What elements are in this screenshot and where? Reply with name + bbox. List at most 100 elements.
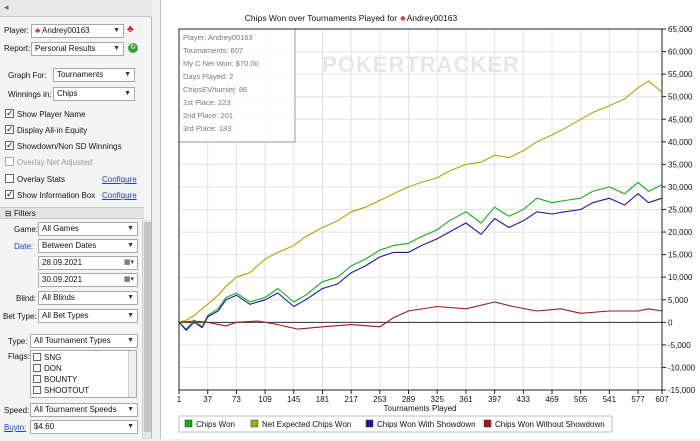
winnings-value: Chips: [57, 89, 78, 98]
overlay-stats-configure-link[interactable]: Configure: [102, 175, 137, 184]
axis-ticks: -15,000 -10,000 -5,000 0 5,000 10,000 15,000 20…: [177, 25, 696, 404]
calendar-icon[interactable]: ▦▾: [123, 259, 134, 266]
graph-for-select[interactable]: Tournaments ▼: [53, 68, 135, 82]
blind-label: Blind:: [16, 294, 37, 303]
checkbox-mark[interactable]: [5, 188, 14, 201]
buyin-label[interactable]: Buyin:: [4, 423, 27, 432]
player-select-value: Andrey00163: [42, 26, 90, 35]
display-allin-equity-checkbox[interactable]: Display All-in Equity: [5, 123, 87, 137]
report-select[interactable]: Personal Results ▼: [31, 42, 124, 56]
refresh-icon[interactable]: ↻: [128, 43, 138, 53]
y-tick-label: 65,000: [668, 25, 693, 34]
y-tick-label: -15,000: [668, 386, 696, 395]
buyin-select[interactable]: $4.60 ▼: [30, 420, 138, 434]
calendar-icon[interactable]: ▦▾: [123, 276, 134, 283]
y-tick-label: 40,000: [668, 138, 693, 147]
checkbox-mark[interactable]: [5, 139, 14, 152]
overlay-net-adjusted-checkbox: Overlay Net Adjusted: [5, 156, 92, 169]
chevron-down-icon: ▼: [124, 71, 131, 78]
y-tick-label: 25,000: [668, 206, 693, 215]
flag-item-don[interactable]: DON: [33, 363, 62, 374]
flag-item-bounty[interactable]: BOUNTY: [33, 374, 77, 385]
info-box-configure-link[interactable]: Configure: [102, 191, 137, 200]
checkbox-mark[interactable]: [33, 353, 41, 361]
legend-entry: Net Expected Chips Won: [262, 420, 351, 429]
player-icon: ♣: [400, 13, 406, 23]
date-to-input[interactable]: 30.09.2021 ▦▾: [38, 273, 138, 287]
checkbox-mark[interactable]: [33, 364, 41, 372]
speed-label: Speed:: [4, 406, 30, 415]
speed-select[interactable]: All Tournament Speeds ▼: [30, 403, 138, 417]
winnings-select[interactable]: Chips ▼: [53, 87, 135, 101]
y-tick-label: 50,000: [668, 93, 693, 102]
sidebar-scrollbar-thumb[interactable]: [144, 222, 151, 432]
checkbox-mark[interactable]: [5, 107, 14, 120]
game-label: Game:: [14, 225, 39, 234]
type-label: Type:: [8, 337, 28, 346]
show-player-name-checkbox[interactable]: Show Player Name: [5, 107, 85, 121]
collapse-arrow-icon[interactable]: ◂: [4, 2, 9, 12]
date-select[interactable]: Between Dates ▼: [38, 239, 138, 253]
player-settings-icon[interactable]: ♣: [127, 24, 134, 35]
x-tick-label: 607: [655, 395, 669, 404]
bet-type-select[interactable]: All Bet Types ▼: [38, 309, 138, 323]
graph-for-label: Graph For:: [8, 71, 47, 80]
date-from-input[interactable]: 28.09.2021 ▦▾: [38, 256, 138, 270]
series-line-net-expected-chips-won: [178, 80, 663, 323]
winnings-label: Winnings in:: [8, 90, 52, 99]
overlay-stats-checkbox[interactable]: Overlay Stats: [5, 173, 65, 186]
checkbox-mark[interactable]: [5, 123, 14, 136]
bet-type-label: Bet Type:: [3, 312, 37, 321]
show-info-box-checkbox[interactable]: Show Information Box: [5, 188, 95, 202]
x-tick-label: 253: [373, 395, 387, 404]
x-tick-label: 181: [316, 395, 330, 404]
info-box-line: My C Net Won: $70.00: [183, 59, 259, 68]
player-label: Player:: [4, 26, 29, 35]
info-box-line: Days Played: 2: [183, 72, 233, 81]
checkbox-mark[interactable]: [5, 174, 14, 183]
x-tick-label: 325: [431, 395, 445, 404]
player-select[interactable]: ♣ Andrey00163 ▼: [31, 24, 124, 38]
chevron-down-icon: ▼: [127, 294, 134, 301]
flags-list[interactable]: SNG DON BOUNTY SHOOTOUT: [30, 350, 137, 398]
y-tick-label: 0: [668, 318, 673, 327]
sidebar-collapse-bar[interactable]: ◂: [0, 0, 152, 17]
flag-item-shootout[interactable]: SHOOTOUT: [33, 385, 89, 396]
legend-swatch: [184, 419, 193, 428]
legend-entry: Chips Won With Showdown: [377, 420, 476, 429]
flag-item-sng[interactable]: SNG: [33, 352, 61, 363]
chevron-down-icon: ▼: [127, 242, 134, 249]
info-box-line: 2nd Place: 201: [183, 111, 233, 120]
chart-title: Chips Won over Tournaments Played for ♣An…: [245, 13, 458, 23]
chevron-down-icon: ▼: [127, 225, 134, 232]
flags-scrollbar[interactable]: [128, 351, 136, 397]
sidebar-panel: ◂ Player: ♣ Andrey00163 ▼ ♣ Report: Pers…: [0, 0, 152, 439]
game-select[interactable]: All Games ▼: [38, 222, 138, 236]
chevron-down-icon: ▼: [124, 90, 131, 97]
series-line-chips-won-with-showdown: [178, 193, 663, 331]
filters-header[interactable]: ⊟ Filters: [0, 207, 144, 219]
x-axis-label: Tournaments Played: [384, 404, 457, 413]
legend-entry: Chips Won Without Showdown: [495, 420, 605, 429]
chart-legend: Chips Won Net Expected Chips Won Chips Won…: [178, 415, 613, 433]
info-box-line: Tournaments: 607: [183, 46, 243, 55]
tournament-type-select[interactable]: All Tournament Types ▼: [30, 334, 138, 348]
sidebar-scrollbar[interactable]: [142, 220, 151, 439]
flags-label: Flags:: [8, 352, 30, 361]
checkbox-mark[interactable]: [33, 386, 41, 394]
filters-collapse-icon[interactable]: ⊟: [5, 209, 12, 218]
report-select-value: Personal Results: [35, 44, 96, 53]
legend-swatch: [483, 419, 492, 428]
y-tick-label: 5,000: [668, 296, 689, 305]
blind-select[interactable]: All Blinds ▼: [38, 291, 138, 305]
checkbox-mark[interactable]: [33, 375, 41, 383]
y-tick-label: 55,000: [668, 70, 693, 79]
x-tick-label: 361: [459, 395, 473, 404]
info-box-line: Player: Andrey00163: [183, 33, 253, 42]
chart-svg: POKERTRACKER Player: Andrey00163 Tourname…: [177, 13, 696, 433]
x-tick-label: 397: [488, 395, 502, 404]
info-box: [178, 28, 296, 143]
y-tick-label: -10,000: [668, 363, 696, 372]
showdown-winnings-checkbox[interactable]: Showdown/Non SD Winnings: [5, 139, 122, 153]
date-label[interactable]: Date:: [14, 242, 34, 251]
